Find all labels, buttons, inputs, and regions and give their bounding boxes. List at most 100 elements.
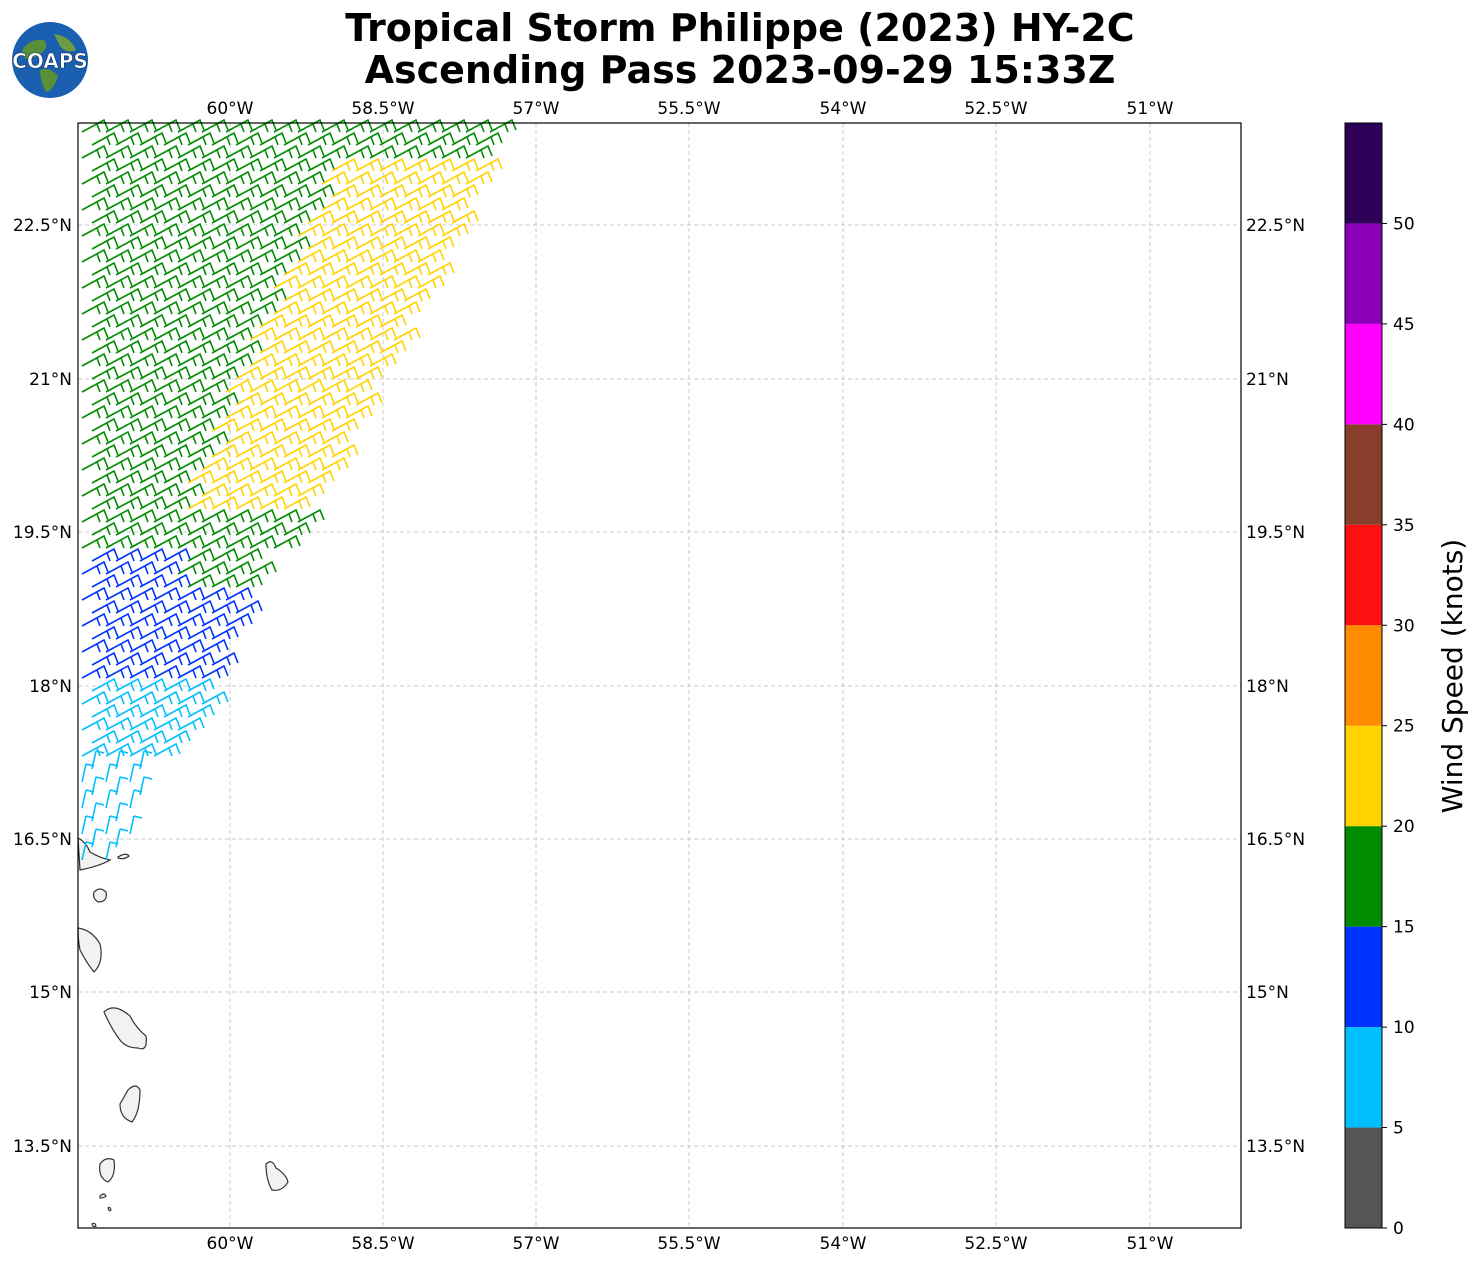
wind-barb (105, 170, 133, 185)
wind-barb (81, 222, 109, 237)
wind-barb (321, 248, 349, 263)
wind-barb (259, 365, 287, 380)
wind-barb (115, 157, 143, 172)
wind-barb (259, 443, 287, 458)
wind-barb (211, 313, 239, 328)
colorbar-tick-label: 45 (1393, 315, 1415, 335)
wind-barb (403, 131, 431, 146)
wind-barb (379, 261, 407, 276)
wind-barb (345, 378, 373, 393)
wind-barb (105, 789, 119, 809)
colorbar-tick-label: 35 (1393, 516, 1415, 536)
wind-barb (139, 391, 167, 406)
wind-barb (129, 430, 157, 445)
wind-barb (187, 625, 215, 640)
colorbar-tick-label: 15 (1393, 918, 1415, 938)
wind-barb (105, 815, 119, 835)
wind-barb (187, 521, 215, 536)
wind-barb (139, 287, 167, 302)
wind-barb (211, 131, 239, 146)
wind-barb (201, 326, 229, 341)
wind-barb (331, 157, 359, 172)
wind-barb (211, 261, 239, 276)
wind-barb (355, 131, 383, 146)
axis-ticks: 60°W 60°W 58.5°W 58.5°W 57°W 57°W 55.5°W 55.5°W… (13, 99, 1305, 1254)
wind-barb (273, 170, 301, 185)
wind-barb (427, 157, 455, 172)
wind-barb (273, 482, 301, 497)
wind-barb (139, 469, 167, 484)
wind-barb (235, 261, 263, 276)
wind-barb (297, 326, 325, 341)
wind-barb (201, 638, 229, 653)
wind-barb (105, 378, 133, 393)
wind-barb (321, 300, 349, 315)
wind-barb (331, 235, 359, 250)
wind-barb (163, 495, 191, 510)
lat-tick-label-right: 13.5°N (1246, 1137, 1305, 1157)
wind-barb (321, 456, 349, 471)
wind-barb (355, 391, 383, 406)
wind-barb (153, 196, 181, 211)
wind-barb (403, 261, 431, 276)
wind-barbs (81, 118, 517, 861)
wind-barb (273, 534, 301, 549)
wind-barb (201, 196, 229, 211)
wind-barb (115, 235, 143, 250)
wind-barb (201, 456, 229, 471)
wind-barb (307, 157, 335, 172)
lat-tick-label-left: 21°N (29, 370, 72, 390)
wind-barb (91, 443, 119, 458)
wind-barb (105, 716, 133, 731)
wind-barb (235, 235, 263, 250)
wind-barb (307, 339, 335, 354)
wind-barb (211, 391, 239, 406)
wind-barb (177, 508, 205, 523)
wind-barb (249, 534, 277, 549)
wind-barb (307, 235, 335, 250)
wind-barb (153, 222, 181, 237)
colorbar-tick-label: 25 (1393, 717, 1415, 737)
wind-barb (177, 638, 205, 653)
wind-barb (201, 170, 229, 185)
wind-barb (105, 222, 133, 237)
wind-barb (81, 664, 109, 679)
wind-barb (235, 443, 263, 458)
wind-barb (273, 378, 301, 393)
wind-barb (187, 651, 215, 666)
wind-barb (81, 638, 109, 653)
wind-barb (177, 482, 205, 497)
wind-barb (297, 508, 325, 523)
wind-barb (81, 456, 109, 471)
wind-barb (129, 534, 157, 549)
wind-barb (235, 365, 263, 380)
wind-barb (283, 365, 311, 380)
wind-barb (259, 157, 287, 172)
wind-barb (129, 690, 157, 705)
wind-barb (91, 625, 119, 640)
wind-barb (201, 612, 229, 627)
wind-barb (283, 521, 311, 536)
wind-barb (225, 482, 253, 497)
wind-barb (211, 365, 239, 380)
wind-barb (105, 763, 119, 783)
wind-barb (105, 690, 133, 705)
wind-barb (115, 625, 143, 640)
wind-barb (297, 196, 325, 211)
wind-barb (427, 183, 455, 198)
wind-barb (129, 789, 143, 809)
wind-barb (81, 560, 109, 575)
wind-barb (115, 651, 143, 666)
wind-barb (105, 612, 133, 627)
lat-tick-label-right: 21°N (1246, 370, 1289, 390)
wind-barb (249, 118, 277, 133)
wind-barb (105, 482, 133, 497)
wind-barb (115, 521, 143, 536)
wind-barb (355, 183, 383, 198)
wind-barb (211, 547, 239, 562)
wind-barb (201, 352, 229, 367)
wind-barb (321, 274, 349, 289)
wind-barb (201, 560, 229, 575)
wind-barb (235, 495, 263, 510)
wind-barb (403, 183, 431, 198)
